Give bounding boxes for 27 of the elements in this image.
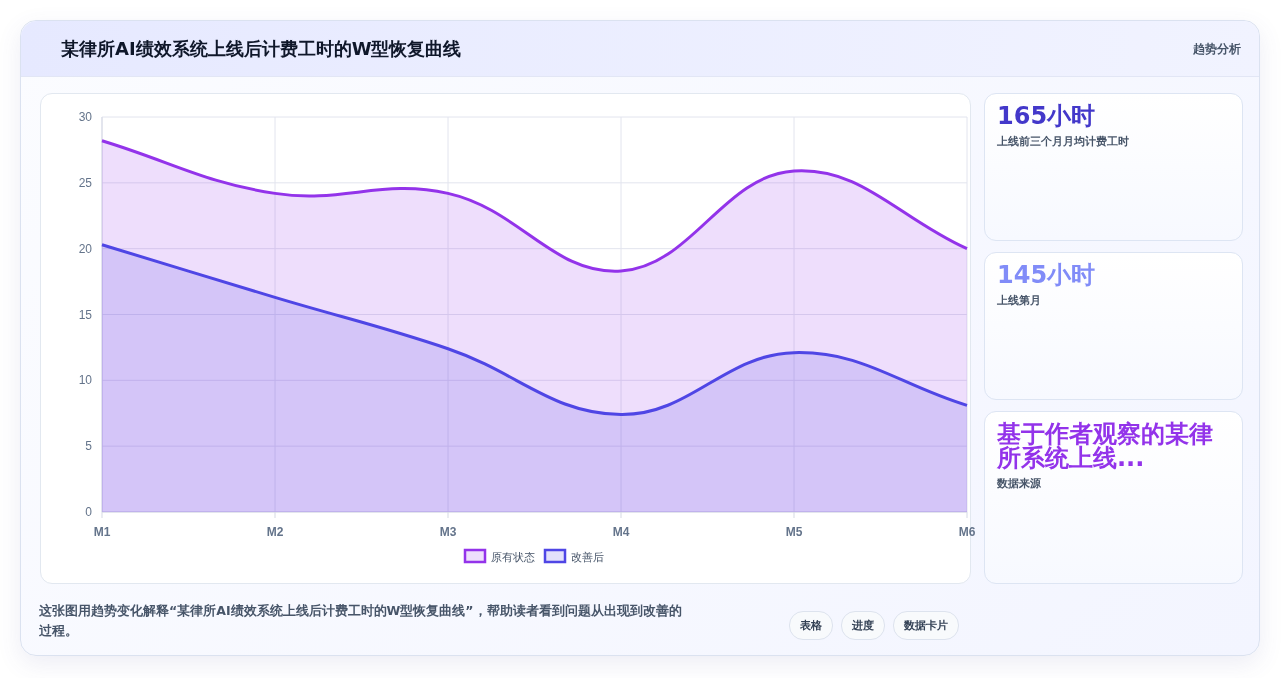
y-tick-label: 10 (78, 373, 93, 388)
x-tick-label: M5 (785, 525, 803, 539)
text: 165小时 (997, 102, 1097, 130)
text: 数据卡片 (893, 611, 959, 640)
text: 进度 (841, 611, 885, 640)
text: 上线第月 (997, 293, 1042, 308)
y-tick-label: 0 (85, 505, 93, 519)
y-tick-label: 5 (85, 439, 93, 454)
y-tick-label: 20 (78, 241, 93, 256)
text: 这张图用趋势变化解释“某律所AI绩效系统上线后计费工时的W型恢复曲线”，帮助读者看到问题从出现到改善的过程。 (39, 602, 683, 640)
text: 数据来源 (997, 476, 1042, 491)
text: 上线前三个月月均计费工时 (997, 134, 1130, 149)
y-tick-label: 15 (78, 307, 93, 322)
chart-title: 某律所AI绩效系统上线后计费工时的W型恢复曲线 (61, 37, 462, 61)
text: 基于作者观察的某律所系统上线... (997, 420, 1214, 472)
x-tick-label: M2 (266, 525, 284, 539)
x-tick-label: M1 (93, 525, 111, 539)
y-tick-label: 30 (78, 110, 93, 124)
text: 145小时 (997, 261, 1097, 289)
legend-label: 改善后 (571, 551, 604, 564)
x-tick-label: M4 (612, 525, 630, 539)
text: 表格 (789, 611, 833, 640)
x-tick-label: M3 (439, 525, 457, 539)
y-tick-label: 25 (78, 175, 93, 190)
x-tick-label: M6 (958, 525, 976, 539)
legend-label: 原有状态 (491, 551, 535, 564)
text: 趋势分析 (1193, 41, 1241, 58)
